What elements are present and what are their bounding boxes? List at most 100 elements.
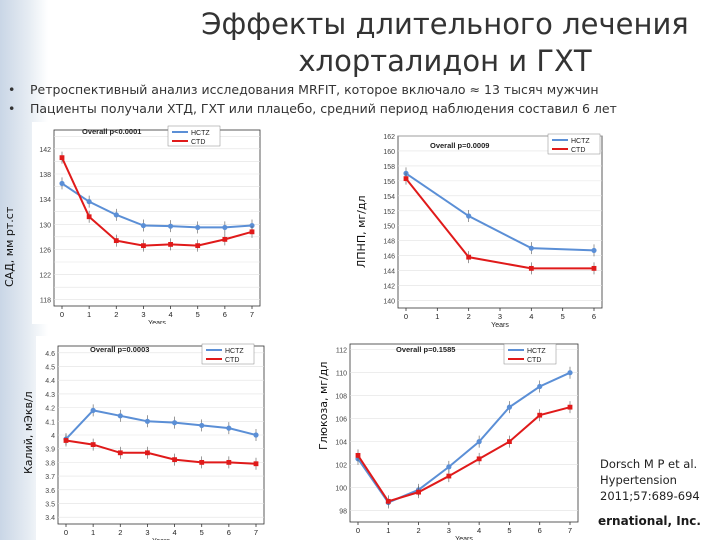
data-point-hctz [144,418,151,424]
data-point-hctz [446,464,452,470]
x-tick-label: 5 [196,310,200,319]
y-tick-label: 100 [335,486,347,493]
y-tick-label: 3.8 [45,460,55,467]
series-line-hctz [61,182,253,229]
data-point-ctd [172,457,177,463]
plot-frame [53,129,261,307]
x-tick-label: 4 [477,526,481,535]
y-tick-label: 3.6 [45,488,55,495]
data-point-hctz [466,213,472,219]
data-point-ctd [199,459,205,465]
data-point-hctz [226,425,232,431]
x-tick-label: 7 [568,526,572,535]
data-point-hctz [567,370,573,376]
x-tick-label: 0 [60,310,64,319]
x-axis-title: Years [455,536,473,540]
data-point-ctd [86,214,92,220]
y-tick-label: 118 [40,298,51,305]
legend-label: HCTZ [225,348,244,355]
data-point-hctz [171,420,178,426]
y-tick-label: 4 [51,433,55,440]
data-point-ctd [476,456,482,462]
y-tick-label: 3.5 [45,501,55,508]
x-tick-label: 3 [145,528,149,537]
y-tick-label: 138 [39,172,51,179]
x-tick-label: 2 [467,312,471,321]
y-tick-label: 142 [39,147,51,154]
y-tick-label: 150 [383,224,395,231]
bullet-text: Пациенты получали ХТД, ГХТ или плацебо, … [30,101,617,116]
data-point-hctz [528,245,534,251]
x-tick-label: 7 [254,528,258,537]
data-point-ctd [591,265,597,271]
y-tick-label: 110 [336,371,347,378]
y-axis-title-potassium: Калий, мЭкв/л [22,391,35,474]
chart-potassium: 3.4 3.5 3.6 3.7 3.8 3.9 4 4.1 4.2 4.3 4.4 4.5 4.6 0 1 2… [45,343,265,544]
series-line-ctd [357,406,571,503]
data-point-hctz [476,439,482,445]
y-tick-label: 140 [383,299,395,306]
data-point-ctd [113,238,119,244]
y-tick-label: 112 [336,348,347,355]
data-point-hctz [86,199,92,205]
x-tick-label: 6 [538,526,542,535]
data-point-ctd [145,450,150,456]
y-tick-label: 3.9 [45,447,55,454]
y-axis-title-sbp: САД, мм рт.ст [3,206,16,287]
data-point-ctd [117,450,123,456]
y-tick-label: 4.4 [45,378,55,385]
series-line-hctz [65,409,257,440]
y-tick-label: 98 [339,509,347,516]
data-point-hctz [537,383,543,390]
y-tick-label: 3.4 [45,515,55,522]
data-point-hctz [253,432,259,438]
y-tick-label: 108 [335,394,347,401]
y-axis-title-ldl: ЛПНП, мг/дл [355,195,368,269]
overall-p-label: Overall p<0.0001 [82,127,141,136]
data-point-hctz [195,224,201,231]
data-point-hctz [117,413,123,419]
x-tick-label: 1 [91,528,95,537]
x-tick-label: 4 [172,528,176,537]
y-tick-label: 104 [335,440,347,447]
x-tick-label: 2 [416,526,420,535]
data-point-ctd [253,461,259,467]
data-point-ctd [195,243,201,249]
x-axis-title: Years [491,322,509,329]
legend-label: CTD [571,147,585,154]
data-point-ctd [226,459,232,465]
series-line-ctd [405,178,594,270]
y-tick-label: 160 [383,149,395,156]
legend-label: CTD [225,357,239,364]
y-tick-label: 130 [39,222,51,229]
data-point-hctz [199,422,205,429]
y-tick-label: 152 [383,209,395,216]
data-point-ctd [403,176,409,182]
bullet-item: • Пациенты получали ХТД, ГХТ или плацебо,… [8,99,718,118]
data-point-ctd [141,243,146,249]
data-point-ctd [168,242,173,247]
y-tick-label: 148 [383,239,395,246]
data-point-ctd [385,498,391,504]
data-point-ctd [222,236,228,242]
chart-glucose-panel: 98 100 102 104 106 108 110 112 0 1 2 3 4 5 6 7 Years Over… [330,336,592,543]
series-line-hctz [405,172,595,252]
y-tick-label: 158 [383,164,395,171]
data-point-hctz [222,224,228,231]
bullet-item: • Ретроспективный анализ исследования MRF… [8,80,718,99]
y-tick-label: 156 [383,179,395,186]
data-point-hctz [140,222,147,229]
x-tick-label: 1 [386,526,390,535]
footer-brand: ernational, Inc. [598,514,701,528]
legend-label: HCTZ [527,348,546,355]
data-point-hctz [506,404,513,410]
data-point-ctd [537,412,543,418]
chart-potassium-panel: 3.4 3.5 3.6 3.7 3.8 3.9 4 4.1 4.2 4.3 4.4 4.5 4.6 0 1 2… [36,336,274,544]
y-axis-title-glucose: Глюкоза, мг/дл [317,361,330,450]
data-point-ctd [446,473,452,479]
x-tick-label: 0 [356,526,360,535]
data-point-ctd [528,265,534,271]
data-point-ctd [567,404,573,410]
y-tick-label: 4.5 [45,365,55,372]
x-tick-label: 2 [118,528,122,537]
